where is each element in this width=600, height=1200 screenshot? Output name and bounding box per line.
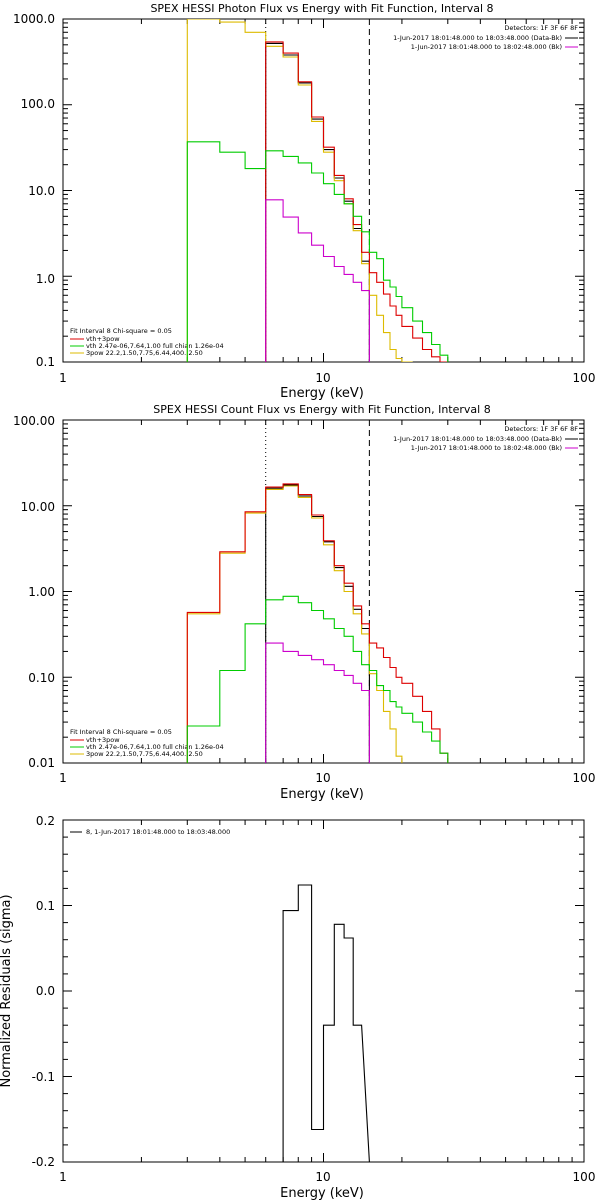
count-flux-fit-entry: 3pow 22.2,1.50,7.75,6.44,400.,2.50 xyxy=(86,750,203,758)
x-tick-marks xyxy=(62,820,573,1162)
series-line-0 xyxy=(265,42,370,362)
y-tick-marks xyxy=(63,423,584,764)
residuals-legend-entry: 8, 1-Jun-2017 18:01:48.000 to 18:03:48.0… xyxy=(86,828,230,836)
count-flux-x-ticks: 1 10 100 xyxy=(59,771,595,785)
series-line-0 xyxy=(265,884,370,1162)
count-flux-legend-entry: 1-Jun-2017 18:01:48.000 to 18:03:48.000 … xyxy=(393,435,562,443)
photon-flux-x-ticks: 1 10 100 xyxy=(59,371,595,385)
count-flux-title: SPEX HESSI Count Flux vs Energy with Fit… xyxy=(153,403,490,416)
residuals-ytick-label: 0.2 xyxy=(36,814,55,828)
residuals-ytick-label: 0.0 xyxy=(36,984,55,998)
photon-flux-legend-entry: 1-Jun-2017 18:01:48.000 to 18:03:48.000 … xyxy=(393,34,562,42)
photon-flux-fit-entry: 3pow 22.2,1.50,7.75,6.44,400.,2.50 xyxy=(86,349,203,357)
photon-flux-xtick-label: 10 xyxy=(315,371,330,385)
residuals-xtick-label: 1 xyxy=(59,1170,67,1184)
count-flux-fit-entry: vth+3pow xyxy=(86,736,120,744)
residuals-ytick-label: -0.2 xyxy=(32,1155,55,1169)
count-flux-ytick-label: 10.00 xyxy=(21,500,55,514)
series-line-4 xyxy=(265,642,370,763)
photon-flux-fit-header: Fit Interval 8 Chi-square = 0.05 xyxy=(70,327,172,335)
residuals-ytick-label: 0.1 xyxy=(36,899,55,913)
count-flux-plot-frame xyxy=(62,419,585,764)
residuals-plot-area xyxy=(62,819,584,1163)
count-flux-fit-entry: vth 2.47e-06,7.64,1.00 full chian 1.26e-… xyxy=(86,743,224,751)
series-group xyxy=(186,19,449,362)
series-line-1 xyxy=(186,485,403,763)
count-flux-xtick-label: 1 xyxy=(59,771,67,785)
count-flux-xtick-label: 100 xyxy=(573,771,596,785)
photon-flux-panel: SPEX HESSI Photon Flux vs Energy with Fi… xyxy=(13,2,595,401)
photon-flux-legend-entry: 1-Jun-2017 18:01:48.000 to 18:02:48.000 … xyxy=(411,43,562,51)
y-tick-marks xyxy=(63,22,584,363)
photon-flux-legend-header: Detectors: 1F 3F 6F 8F xyxy=(504,24,578,32)
residuals-xtick-label: 100 xyxy=(573,1170,596,1184)
count-flux-ytick-label: 100.00 xyxy=(13,414,55,428)
photon-flux-xtick-label: 1 xyxy=(59,371,67,385)
series-line-4 xyxy=(265,199,370,362)
y-tick-marks xyxy=(63,819,584,1163)
photon-flux-fit-entry: vth+3pow xyxy=(86,335,120,343)
count-flux-y-ticks: 0.01 0.10 1.00 10.00 100.00 xyxy=(13,414,55,770)
residuals-ytick-label: -0.1 xyxy=(32,1070,55,1084)
count-flux-panel: SPEX HESSI Count Flux vs Energy with Fit… xyxy=(13,403,595,802)
count-flux-ytick-label: 0.10 xyxy=(28,671,55,685)
series-group xyxy=(186,483,449,763)
photon-flux-xtick-label: 100 xyxy=(573,371,596,385)
count-flux-fit-info: Fit Interval 8 Chi-square = 0.05 vth+3po… xyxy=(70,728,224,758)
count-flux-xtick-label: 10 xyxy=(315,771,330,785)
photon-flux-x-axis-label: Energy (keV) xyxy=(280,386,364,401)
series-group xyxy=(265,884,370,1162)
residuals-x-ticks: 1 10 100 xyxy=(59,1170,595,1184)
count-flux-legend: Detectors: 1F 3F 6F 8F 1-Jun-2017 18:01:… xyxy=(393,425,578,452)
photon-flux-ytick-label: 10.0 xyxy=(28,184,55,198)
x-tick-marks xyxy=(62,420,573,763)
residuals-y-ticks: -0.2 -0.1 0.0 0.1 0.2 xyxy=(32,814,55,1169)
photon-flux-title: SPEX HESSI Photon Flux vs Energy with Fi… xyxy=(150,2,493,15)
count-flux-plot-area xyxy=(62,420,584,764)
residuals-y-axis-label: Normalized Residuals (sigma) xyxy=(0,894,14,1087)
photon-flux-fit-info: Fit Interval 8 Chi-square = 0.05 vth+3po… xyxy=(70,327,224,357)
residuals-x-axis-label: Energy (keV) xyxy=(280,1186,364,1200)
count-flux-fit-header: Fit Interval 8 Chi-square = 0.05 xyxy=(70,728,172,736)
count-flux-legend-entry: 1-Jun-2017 18:01:48.000 to 18:02:48.000 … xyxy=(411,444,562,452)
series-line-1 xyxy=(186,19,413,362)
photon-flux-ytick-label: 0.1 xyxy=(36,355,55,369)
series-line-3 xyxy=(186,141,449,362)
photon-flux-legend: Detectors: 1F 3F 6F 8F 1-Jun-2017 18:01:… xyxy=(393,24,578,51)
series-line-0 xyxy=(265,484,370,763)
photon-flux-plot-area xyxy=(62,19,584,363)
x-tick-marks xyxy=(62,19,573,362)
photon-flux-plot-frame xyxy=(62,18,585,363)
series-line-2 xyxy=(186,483,449,763)
photon-flux-ytick-label: 100.0 xyxy=(21,97,55,111)
photon-flux-ytick-label: 1.0 xyxy=(36,272,55,286)
photon-flux-ytick-label: 1000.0 xyxy=(13,12,55,26)
residuals-xtick-label: 10 xyxy=(315,1170,330,1184)
residuals-panel: -0.2 -0.1 0.0 0.1 0.2 1 10 100 Energy (k… xyxy=(0,814,595,1200)
series-line-2 xyxy=(265,41,448,362)
residuals-legend: 8, 1-Jun-2017 18:01:48.000 to 18:03:48.0… xyxy=(70,828,230,836)
count-flux-x-axis-label: Energy (keV) xyxy=(280,787,364,802)
photon-flux-y-ticks: 0.1 1.0 10.0 100.0 1000.0 xyxy=(13,12,55,369)
photon-flux-fit-entry: vth 2.47e-06,7.64,1.00 full chian 1.26e-… xyxy=(86,342,224,350)
count-flux-legend-header: Detectors: 1F 3F 6F 8F xyxy=(504,425,578,433)
count-flux-ytick-label: 1.00 xyxy=(28,585,55,599)
series-line-3 xyxy=(186,595,449,763)
count-flux-ytick-label: 0.01 xyxy=(28,756,55,770)
